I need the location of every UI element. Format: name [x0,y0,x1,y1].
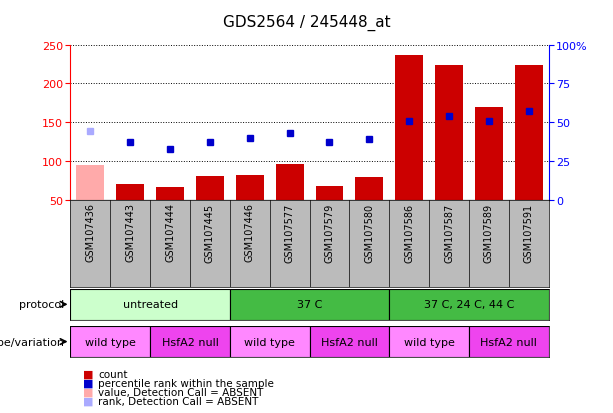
Bar [77,166,104,239]
Text: rank, Detection Call = ABSENT: rank, Detection Call = ABSENT [98,396,259,406]
Bar [236,176,264,239]
Text: percentile rank within the sample: percentile rank within the sample [98,378,274,388]
Text: ■: ■ [83,378,93,388]
Bar [395,56,423,239]
Text: HsfA2 null: HsfA2 null [162,337,218,347]
Text: GSM107589: GSM107589 [484,203,494,262]
Text: wild type: wild type [404,337,454,347]
Text: GSM107579: GSM107579 [324,203,335,262]
Text: GDS2564 / 245448_at: GDS2564 / 245448_at [223,14,390,31]
Text: ■: ■ [83,369,93,379]
Bar [196,176,224,239]
Text: genotype/variation: genotype/variation [0,337,67,347]
Bar [515,66,543,239]
Text: GSM107577: GSM107577 [284,203,295,262]
Bar [70,326,150,357]
Text: protocol: protocol [18,299,67,310]
Bar [150,326,230,357]
Bar [116,185,144,239]
Text: HsfA2 null: HsfA2 null [321,337,378,347]
Text: count: count [98,369,128,379]
Text: GSM107586: GSM107586 [404,203,414,262]
Bar [475,107,503,239]
Text: GSM107443: GSM107443 [125,203,135,262]
Bar [310,326,389,357]
Bar [230,289,389,320]
Text: value, Detection Call = ABSENT: value, Detection Call = ABSENT [98,387,264,397]
Bar [389,326,469,357]
Bar [230,326,310,357]
Text: GSM107445: GSM107445 [205,203,215,262]
Text: GSM107587: GSM107587 [444,203,454,262]
Text: GSM107446: GSM107446 [245,203,255,262]
Bar [469,326,549,357]
Text: 37 C, 24 C, 44 C: 37 C, 24 C, 44 C [424,299,514,310]
Text: 37 C: 37 C [297,299,322,310]
Bar [276,165,303,239]
Text: GSM107444: GSM107444 [165,203,175,262]
Text: HsfA2 null: HsfA2 null [481,337,537,347]
Bar [156,187,184,239]
Text: wild type: wild type [85,337,135,347]
Text: ■: ■ [83,396,93,406]
Text: GSM107580: GSM107580 [364,203,375,262]
Bar [435,66,463,239]
Bar [316,186,343,239]
Text: wild type: wild type [245,337,295,347]
Text: GSM107591: GSM107591 [524,203,534,262]
Text: ■: ■ [83,387,93,397]
Text: GSM107436: GSM107436 [85,203,96,262]
Text: untreated: untreated [123,299,178,310]
Bar [389,289,549,320]
Bar [70,289,230,320]
Bar [356,177,383,239]
